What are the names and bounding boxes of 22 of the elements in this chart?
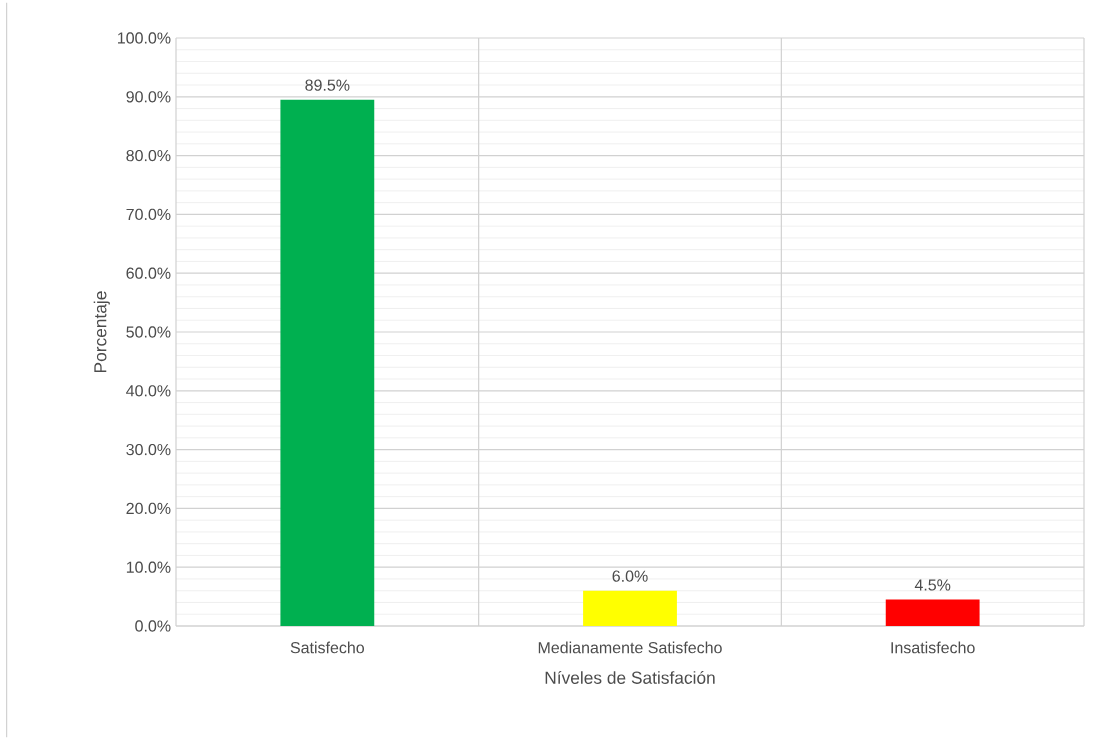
y-tick-label: 0.0% [135, 620, 171, 632]
x-tick-label: Insatisfecho [891, 641, 975, 654]
bar [583, 590, 677, 626]
data-label: 89.5% [305, 79, 350, 91]
x-tick-label: Satisfecho [290, 641, 365, 654]
y-tick-label: 70.0% [126, 208, 171, 221]
data-label: 4.5% [914, 579, 951, 591]
y-tick-label: 60.0% [126, 267, 171, 279]
y-tick-label: 30.0% [126, 443, 171, 456]
x-tick-label: Medianamente Satisfecho [538, 641, 722, 654]
y-tick-label: 80.0% [126, 149, 171, 162]
y-tick-label: 10.0% [126, 561, 171, 573]
y-tick-label: 50.0% [126, 326, 171, 338]
y-axis-title: Porcentaje [93, 291, 110, 373]
y-tick-label: 90.0% [126, 91, 171, 103]
x-axis-title: Níveles de Satisfación [545, 670, 715, 684]
bar [280, 99, 375, 626]
y-tick-label: 20.0% [126, 502, 171, 515]
y-tick-label: 40.0% [126, 385, 171, 397]
data-label: 6.0% [612, 570, 648, 582]
y-tick-label: 100.0% [118, 32, 171, 44]
bar [885, 599, 980, 626]
